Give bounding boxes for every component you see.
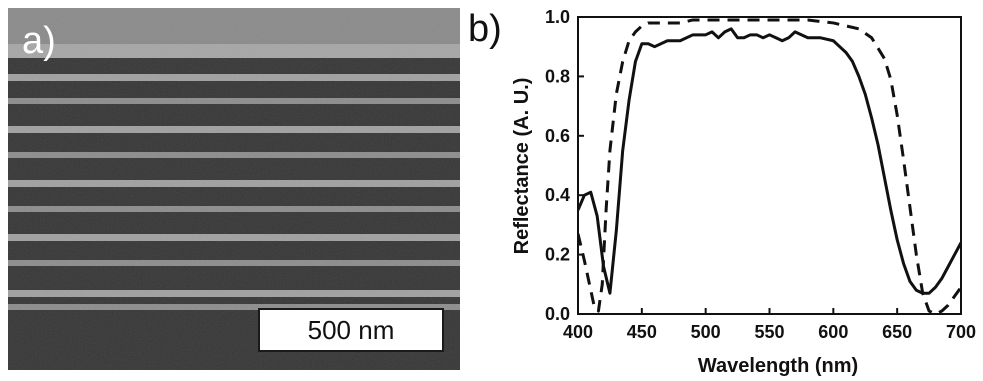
y-axis-label: Reflectance (A. U.) bbox=[511, 78, 533, 255]
chart-axes: 400 450 500 550 600 650 700 0.0 0.2 0.4 0.6 0.8 1.0 bbox=[545, 7, 976, 342]
y-tick-label: 0.0 bbox=[545, 304, 570, 324]
series-solid-line bbox=[578, 27, 961, 295]
reflectance-chart: 400 450 500 550 600 650 7000.00.20.40.60.81.0 … bbox=[511, 7, 976, 377]
x-tick-label: 450 bbox=[627, 322, 657, 342]
x-tick-label: 400 bbox=[563, 322, 593, 342]
sem-image-panel: a) 500 nm bbox=[8, 8, 460, 370]
panel-a-label: a) bbox=[22, 20, 56, 62]
y-tick-label: 0.6 bbox=[545, 126, 570, 146]
y-tick-label: 0.2 bbox=[545, 245, 570, 265]
series-dashed-line bbox=[578, 18, 961, 314]
y-tick-label: 0.4 bbox=[545, 185, 570, 205]
y-tick-label: 1.0 bbox=[545, 7, 570, 27]
x-tick-label: 500 bbox=[691, 322, 721, 342]
x-tick-label: 600 bbox=[818, 322, 848, 342]
scale-bar: 500 nm bbox=[258, 308, 444, 352]
panel-b-label: b) bbox=[468, 8, 502, 50]
chart-series bbox=[578, 18, 961, 314]
x-tick-label: 550 bbox=[754, 322, 784, 342]
x-tick-label: 650 bbox=[882, 322, 912, 342]
x-tick-label: 700 bbox=[946, 322, 976, 342]
y-tick-label: 0.8 bbox=[545, 66, 570, 86]
x-axis-label: Wavelength (nm) bbox=[698, 355, 858, 377]
